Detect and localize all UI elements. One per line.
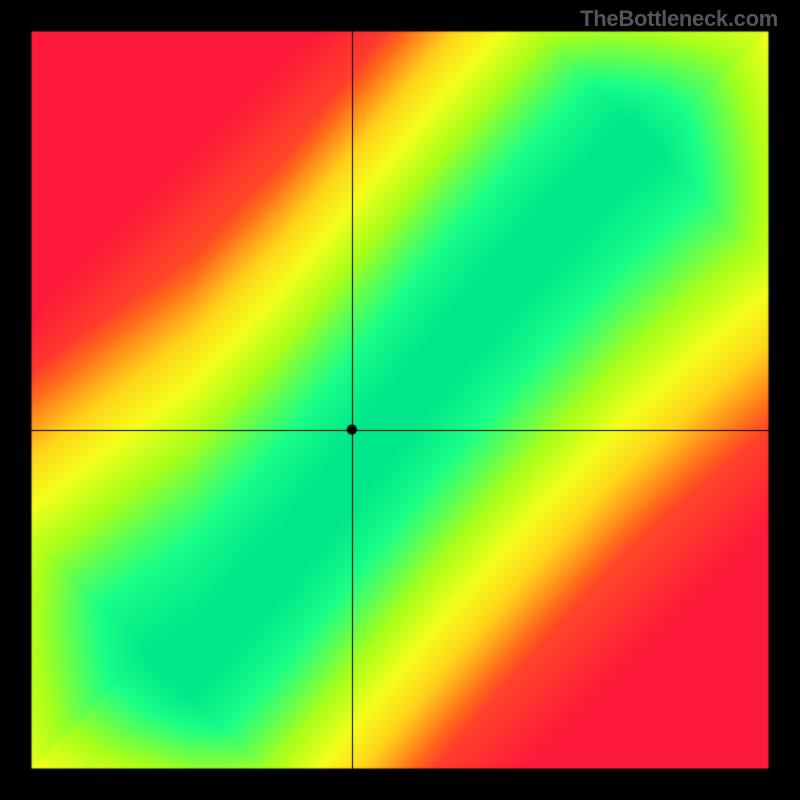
watermark-text: TheBottleneck.com xyxy=(580,6,778,32)
chart-container: TheBottleneck.com xyxy=(0,0,800,800)
bottleneck-heatmap xyxy=(0,0,800,800)
